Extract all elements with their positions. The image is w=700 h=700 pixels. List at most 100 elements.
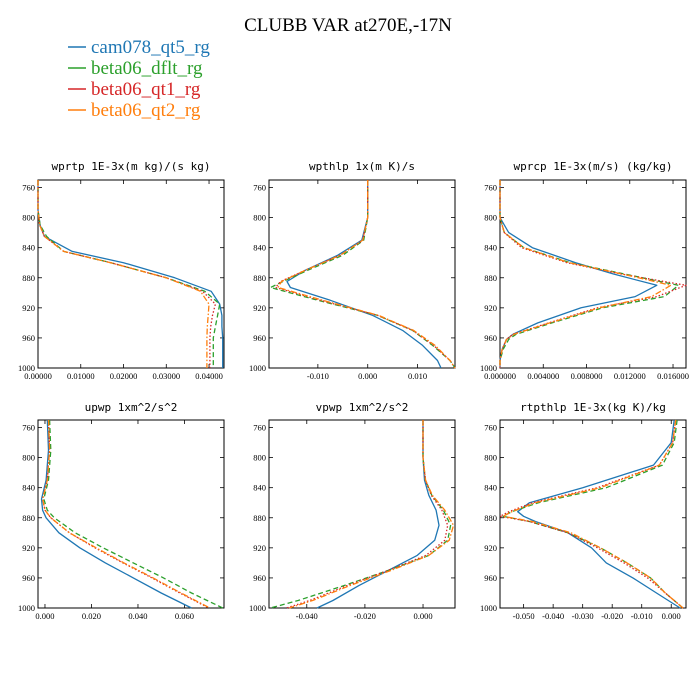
series-line-3 xyxy=(499,180,687,368)
y-tick-label: 840 xyxy=(253,483,266,493)
y-tick-label: 880 xyxy=(253,513,266,523)
y-tick-label: 920 xyxy=(253,303,266,313)
x-tick-label: 0.000 xyxy=(358,371,377,381)
y-tick-label: 880 xyxy=(253,273,266,283)
y-tick-label: 1000 xyxy=(480,363,497,373)
plot-frame xyxy=(268,419,456,609)
legend-item: beta06_qt1_rg xyxy=(68,79,201,100)
legend-item: beta06_qt2_rg xyxy=(68,100,201,121)
plot-frame xyxy=(37,179,225,369)
x-tick-label: 0.00000 xyxy=(24,371,52,381)
y-tick-label: 840 xyxy=(253,243,266,253)
panel-title: wpthlp 1x(m K)/s xyxy=(309,160,415,173)
panel-title: vpwp 1xm^2/s^2 xyxy=(316,401,409,414)
y-tick-label: 960 xyxy=(253,573,266,583)
series-line-4 xyxy=(41,419,211,609)
panel-upwp: upwp 1xm^2/s^2 76080084088092096010000.0… xyxy=(18,401,225,621)
y-tick-label: 760 xyxy=(484,423,497,433)
x-tick-label: 0.04000 xyxy=(195,371,223,381)
y-tick-label: 1000 xyxy=(18,363,35,373)
y-tick-label: 1000 xyxy=(18,603,35,613)
series-line-1 xyxy=(517,419,681,609)
x-tick-label: 0.000000 xyxy=(484,371,516,381)
y-tick-label: 920 xyxy=(253,543,266,553)
panel-wpthlp: wpthlp 1x(m K)/s 760 800 840 880 920 960 1000 -… xyxy=(249,160,456,381)
x-tick-label: 0.02000 xyxy=(110,371,138,381)
plot-frame xyxy=(37,419,225,609)
y-tick-label: 1000 xyxy=(249,603,266,613)
series-line-1 xyxy=(37,180,224,368)
x-tick-label: 0.040 xyxy=(128,611,147,621)
y-tick-label: 960 xyxy=(253,333,266,343)
y-tick-label: 840 xyxy=(22,243,35,253)
x-tick-label: 0.012000 xyxy=(614,371,646,381)
x-tick-label: 0.000 xyxy=(662,611,681,621)
y-tick-label: 840 xyxy=(484,483,497,493)
series-line-3 xyxy=(499,419,684,609)
series-line-1 xyxy=(286,180,442,369)
y-tick-label: 760 xyxy=(22,423,35,433)
x-tick-label: -0.030 xyxy=(572,611,594,621)
y-tick-label: 800 xyxy=(253,453,266,463)
y-tick-label: 960 xyxy=(484,573,497,583)
y-tick-label: 840 xyxy=(484,243,497,253)
y-tick-label: 880 xyxy=(22,513,35,523)
plot-frame xyxy=(499,419,687,609)
x-tick-label: 0.000 xyxy=(35,611,54,621)
x-tick-label: -0.010 xyxy=(307,371,329,381)
y-tick-label: 800 xyxy=(22,453,35,463)
x-tick-label: -0.040 xyxy=(296,611,318,621)
x-tick-label: 0.020 xyxy=(82,611,101,621)
panel-title: upwp 1xm^2/s^2 xyxy=(85,401,178,414)
y-tick-label: 920 xyxy=(484,543,497,553)
x-tick-label: 0.01000 xyxy=(67,371,95,381)
series-line-3 xyxy=(41,419,210,609)
series-line-3 xyxy=(286,420,449,609)
y-tick-label: 1000 xyxy=(480,603,497,613)
y-tick-label: 800 xyxy=(484,453,497,463)
series-line-2 xyxy=(502,419,684,609)
y-tick-label: 960 xyxy=(484,333,497,343)
y-tick-label: 760 xyxy=(253,423,266,433)
y-tick-label: 760 xyxy=(253,183,266,193)
y-tick-label: 800 xyxy=(484,213,497,223)
panel-wprtp: wprtp 1E-3x(m kg)/(s kg) 760 800 840 880 920… xyxy=(18,160,225,381)
series-line-2 xyxy=(499,180,680,368)
panel-title: wprcp 1E-3x(m/s) (kg/kg) xyxy=(514,160,673,173)
series-line-1 xyxy=(316,420,440,609)
y-tick-label: 880 xyxy=(484,273,497,283)
y-tick-label: 800 xyxy=(253,213,266,223)
x-tick-label: -0.040 xyxy=(542,611,564,621)
y-tick-label: 920 xyxy=(22,543,35,553)
series-line-1 xyxy=(499,180,658,368)
y-tick-label: 920 xyxy=(484,303,497,313)
y-tick-label: 880 xyxy=(484,513,497,523)
panel-vpwp: vpwp 1xm^2/s^2 760 800 840 880 920 960 1000 -0.… xyxy=(249,401,456,621)
series-line-2 xyxy=(37,180,221,368)
legend-item: beta06_dflt_rg xyxy=(68,58,203,79)
y-tick-label: 1000 xyxy=(249,363,266,373)
x-tick-label: -0.010 xyxy=(631,611,653,621)
x-tick-label: 0.008000 xyxy=(571,371,603,381)
series-line-3 xyxy=(37,180,217,368)
panel-rtpthlp: rtpthlp 1E-3x(kg K)/kg 760 800 840 880 920 96… xyxy=(480,401,687,621)
panel-title: rtpthlp 1E-3x(kg K)/kg xyxy=(520,401,666,414)
x-tick-label: 0.010 xyxy=(408,371,427,381)
y-tick-label: 920 xyxy=(22,303,35,313)
y-tick-label: 760 xyxy=(22,183,35,193)
x-tick-label: 0.016000 xyxy=(657,371,689,381)
series-line-1 xyxy=(40,419,192,609)
legend-label: beta06_qt1_rg xyxy=(91,79,201,100)
legend-label: cam078_qt5_rg xyxy=(91,37,210,58)
series-line-4 xyxy=(37,180,210,368)
y-tick-label: 880 xyxy=(22,273,35,283)
series-line-4 xyxy=(277,180,456,369)
series-line-4 xyxy=(499,180,672,368)
y-tick-label: 800 xyxy=(22,213,35,223)
panel-title: wprtp 1E-3x(m kg)/(s kg) xyxy=(52,160,211,173)
plot-frame xyxy=(268,179,456,369)
x-tick-label: -0.020 xyxy=(601,611,623,621)
y-tick-label: 960 xyxy=(22,573,35,583)
x-tick-label: 0.000 xyxy=(413,611,432,621)
